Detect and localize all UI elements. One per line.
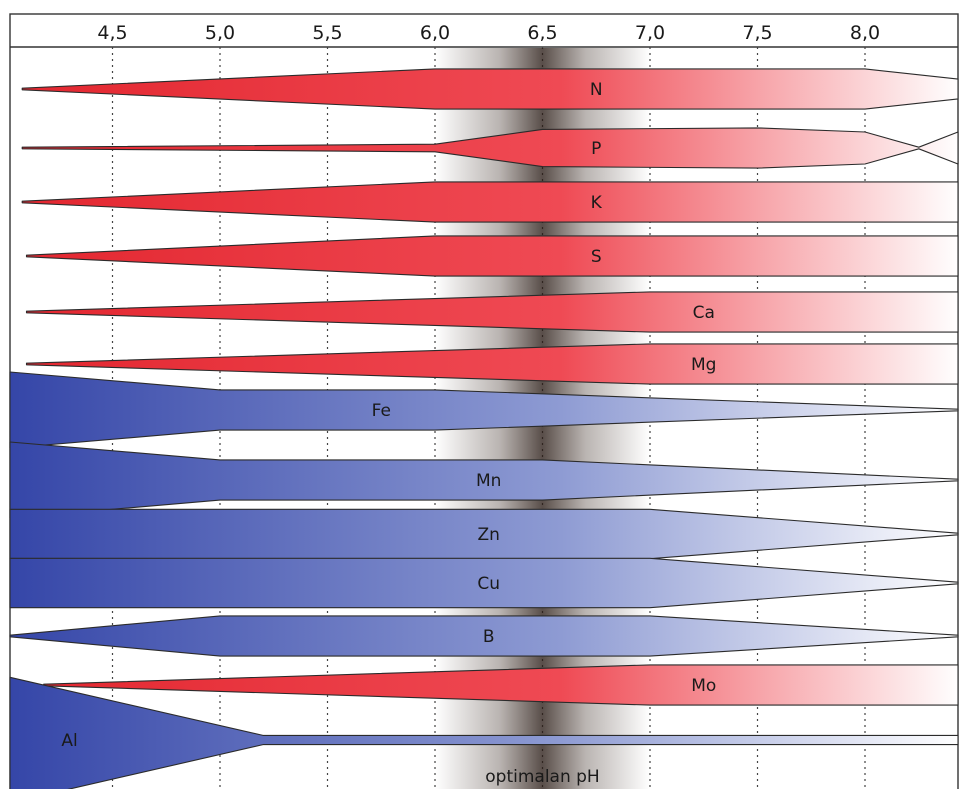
series-n-label: N [590,80,603,100]
series-s-shape [25,235,959,277]
series-s-label: S [591,247,602,267]
x-tick-label-2: 5,5 [312,22,342,44]
x-tick-label-0: 4,5 [97,22,127,44]
series-labels: N P K S Ca Mg Fe Mn Zn Cu B Mo Al [61,80,716,751]
x-axis-ticks: 4,5 5,0 5,5 6,0 6,5 7,0 7,5 8,0 optimalan pH [97,22,880,787]
series-ca-label: Ca [693,303,715,323]
series-k-label: K [591,193,603,213]
series-layer [9,68,959,789]
x-tick-label-5: 7,0 [635,22,665,44]
series-mg-label: Mg [691,355,716,375]
x-tick-label-6: 7,5 [742,22,772,44]
series-cu-shape [9,557,959,609]
series-fe-shape [9,371,959,449]
series-mo-label: Mo [691,676,716,696]
series-cu-label: Cu [477,574,500,594]
series-p-shape [21,127,959,169]
series-p-label: P [591,139,601,159]
series-k-shape [21,181,959,223]
series-fe-label: Fe [372,401,391,421]
x-tick-label-7: 8,0 [850,22,880,44]
series-ca-shape [25,291,959,333]
series-b-label: B [483,627,495,647]
x-tick-label-3: 6,0 [420,22,450,44]
series-mo-shape [43,664,959,706]
series-al-shape [9,676,959,789]
series-zn-label: Zn [478,525,500,545]
series-al-label: Al [61,731,77,751]
series-mg-shape [25,343,959,385]
x-tick-label-1: 5,0 [205,22,235,44]
series-n-shape [21,68,959,110]
series-b-shape [9,615,959,657]
optimal-ph-label: optimalan pH [485,767,599,787]
series-mn-label: Mn [476,471,501,491]
x-tick-label-4: 6,5 [527,22,557,44]
